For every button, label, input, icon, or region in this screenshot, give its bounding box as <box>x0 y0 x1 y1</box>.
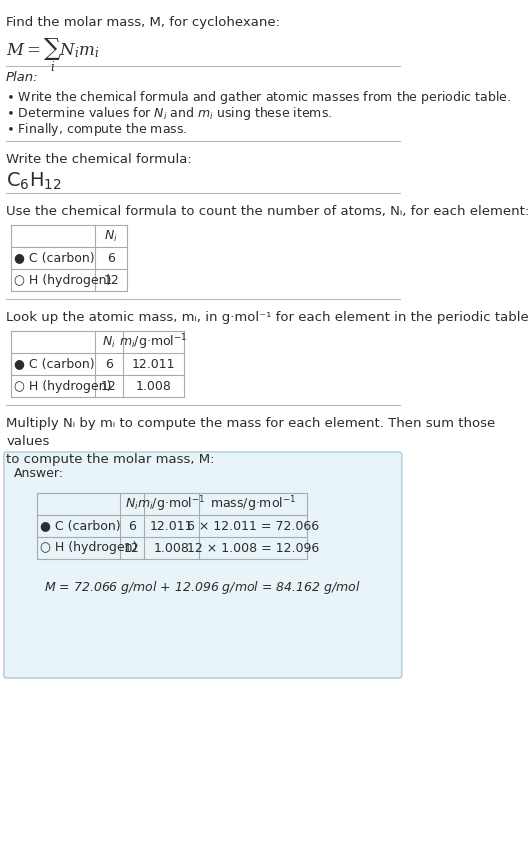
Text: 12.011: 12.011 <box>132 358 175 371</box>
Text: Find the molar mass, M, for cyclohexane:: Find the molar mass, M, for cyclohexane: <box>6 16 280 29</box>
Text: 6: 6 <box>128 520 136 532</box>
Text: Answer:: Answer: <box>14 467 64 480</box>
Text: $M = \sum_i N_i m_i$: $M = \sum_i N_i m_i$ <box>6 36 99 74</box>
Text: ● C (carbon): ● C (carbon) <box>14 358 95 371</box>
Text: $m_i$/g·mol$^{-1}$: $m_i$/g·mol$^{-1}$ <box>138 494 206 514</box>
Text: ● C (carbon): ● C (carbon) <box>40 520 121 532</box>
Text: 12.011: 12.011 <box>150 520 194 532</box>
Text: 12 × 1.008 = 12.096: 12 × 1.008 = 12.096 <box>187 542 319 555</box>
Text: $N_i$: $N_i$ <box>125 496 139 512</box>
Text: Use the chemical formula to count the number of atoms, Nᵢ, for each element:: Use the chemical formula to count the nu… <box>6 205 529 218</box>
Text: $\mathrm{C_6H_{12}}$: $\mathrm{C_6H_{12}}$ <box>6 171 62 193</box>
Text: 12: 12 <box>101 379 117 393</box>
Text: $\bullet$ Determine values for $N_i$ and $m_i$ using these items.: $\bullet$ Determine values for $N_i$ and… <box>6 105 332 122</box>
Text: ○ H (hydrogen): ○ H (hydrogen) <box>14 379 111 393</box>
FancyBboxPatch shape <box>4 452 402 678</box>
Text: 6: 6 <box>105 358 113 371</box>
Text: ○ H (hydrogen): ○ H (hydrogen) <box>14 274 111 287</box>
Text: Look up the atomic mass, mᵢ, in g·mol⁻¹ for each element in the periodic table:: Look up the atomic mass, mᵢ, in g·mol⁻¹ … <box>6 311 529 324</box>
Text: 1.008: 1.008 <box>135 379 171 393</box>
Text: 1.008: 1.008 <box>154 542 190 555</box>
Text: 12: 12 <box>124 542 140 555</box>
Text: mass/g·mol$^{-1}$: mass/g·mol$^{-1}$ <box>210 494 296 514</box>
Text: 6: 6 <box>107 252 115 265</box>
Text: $M$ = 72.066 g/mol + 12.096 g/mol = 84.162 g/mol: $M$ = 72.066 g/mol + 12.096 g/mol = 84.1… <box>44 579 361 596</box>
Text: 12: 12 <box>103 274 119 287</box>
Text: ○ H (hydrogen): ○ H (hydrogen) <box>40 542 137 555</box>
Text: $N_i$: $N_i$ <box>104 229 118 244</box>
Text: 6 × 12.011 = 72.066: 6 × 12.011 = 72.066 <box>187 520 319 532</box>
Text: $N_i$: $N_i$ <box>102 335 116 349</box>
Text: Plan:: Plan: <box>6 71 39 84</box>
Text: $\bullet$ Finally, compute the mass.: $\bullet$ Finally, compute the mass. <box>6 121 188 138</box>
Text: $m_i$/g·mol$^{-1}$: $m_i$/g·mol$^{-1}$ <box>119 332 188 352</box>
Text: Multiply Nᵢ by mᵢ to compute the mass for each element. Then sum those values
to: Multiply Nᵢ by mᵢ to compute the mass fo… <box>6 417 495 466</box>
Text: ● C (carbon): ● C (carbon) <box>14 252 95 265</box>
Text: Write the chemical formula:: Write the chemical formula: <box>6 153 192 166</box>
Text: $\bullet$ Write the chemical formula and gather atomic masses from the periodic : $\bullet$ Write the chemical formula and… <box>6 89 511 106</box>
